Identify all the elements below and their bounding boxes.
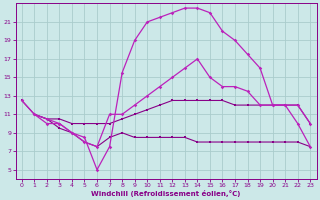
X-axis label: Windchill (Refroidissement éolien,°C): Windchill (Refroidissement éolien,°C) [91,190,241,197]
